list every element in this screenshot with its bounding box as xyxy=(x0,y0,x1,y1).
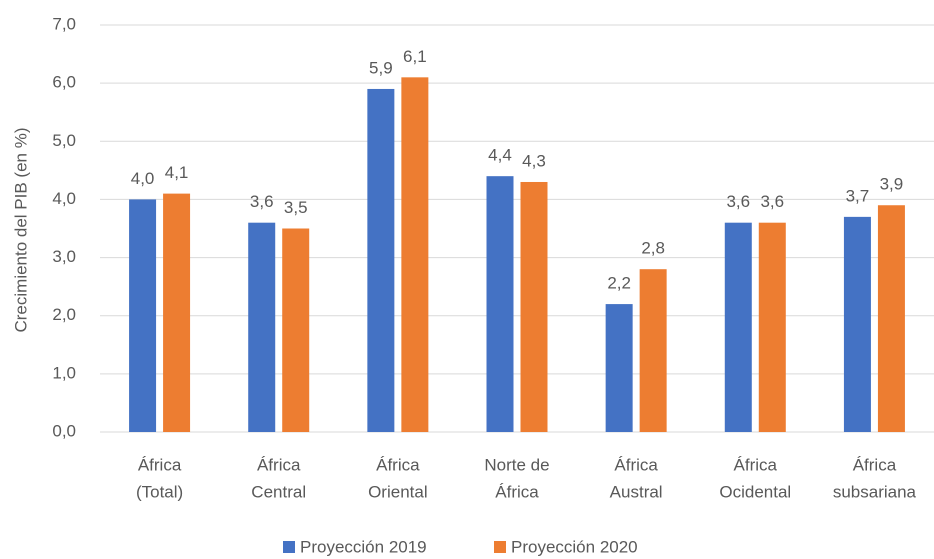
data-label: 4,4 xyxy=(488,146,512,165)
bar xyxy=(129,199,157,432)
bar xyxy=(401,77,429,432)
bar xyxy=(367,88,395,432)
data-label: 2,2 xyxy=(607,274,631,293)
x-tick-label: Central xyxy=(251,482,306,501)
data-label: 3,6 xyxy=(760,192,784,211)
legend-swatch xyxy=(283,541,295,553)
data-label: 3,6 xyxy=(250,192,274,211)
data-label: 4,0 xyxy=(131,169,155,188)
bar xyxy=(843,216,871,432)
data-label: 3,6 xyxy=(726,192,750,211)
y-tick-label: 4,0 xyxy=(52,189,76,208)
legend-swatch xyxy=(494,541,506,553)
y-tick-label: 7,0 xyxy=(52,14,76,33)
data-label: 5,9 xyxy=(369,58,393,77)
bar xyxy=(486,176,514,432)
data-label: 6,1 xyxy=(403,47,427,66)
data-label: 2,8 xyxy=(641,239,665,258)
x-tick-label: África xyxy=(257,455,301,474)
y-axis-label: Crecimiento del PIB (en %) xyxy=(11,127,30,332)
y-tick-label: 0,0 xyxy=(52,421,76,440)
x-tick-label: África xyxy=(853,455,897,474)
data-label: 3,7 xyxy=(846,186,870,205)
legend-label: Proyección 2020 xyxy=(511,537,638,556)
bar xyxy=(282,228,310,432)
legend-label: Proyección 2019 xyxy=(300,537,427,556)
data-label: 3,5 xyxy=(284,198,308,217)
y-tick-label: 6,0 xyxy=(52,73,76,92)
bar xyxy=(877,205,905,432)
x-tick-label: África xyxy=(138,455,182,474)
bar xyxy=(724,222,752,432)
x-tick-label: Norte de xyxy=(484,455,549,474)
data-label: 4,1 xyxy=(165,163,189,182)
bar xyxy=(758,222,786,432)
x-tick-label: Austral xyxy=(610,482,663,501)
y-tick-label: 3,0 xyxy=(52,247,76,266)
y-tick-label: 1,0 xyxy=(52,363,76,382)
x-tick-label: África xyxy=(376,455,420,474)
x-tick-label: África xyxy=(734,455,778,474)
bar xyxy=(639,269,667,432)
bar xyxy=(163,193,191,432)
bar xyxy=(605,304,633,432)
x-tick-label: África xyxy=(495,482,539,501)
x-tick-label: Oriental xyxy=(368,482,428,501)
x-tick-label: (Total) xyxy=(136,482,183,501)
x-tick-label: África xyxy=(614,455,658,474)
y-tick-label: 2,0 xyxy=(52,305,76,324)
x-tick-label: Ocidental xyxy=(719,482,791,501)
bar xyxy=(248,222,276,432)
data-label: 4,3 xyxy=(522,151,546,170)
data-label: 3,9 xyxy=(880,175,904,194)
x-tick-label: subsariana xyxy=(833,482,917,501)
bar xyxy=(520,181,548,432)
y-tick-label: 5,0 xyxy=(52,131,76,150)
